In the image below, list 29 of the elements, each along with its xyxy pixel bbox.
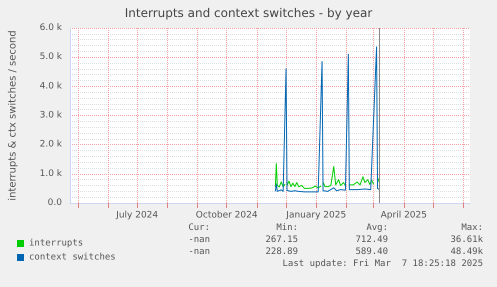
x-tick-label: October 2024	[196, 210, 258, 220]
text: Min:	[276, 223, 298, 233]
legend-label: interrupts	[29, 238, 84, 248]
y-tick-label: 1.0 k	[40, 168, 63, 179]
text: -nan	[188, 247, 210, 257]
line-series	[274, 46, 380, 192]
y-tick-label: 3.0 k	[40, 110, 63, 120]
text: 712.49	[355, 235, 388, 245]
x-tick-label: July 2024	[115, 210, 158, 220]
x-tick-label: April 2025	[380, 210, 427, 220]
y-tick-label: 6.0 k	[40, 23, 63, 33]
x-tick-label: January 2025	[285, 210, 346, 220]
text: Last update: Fri Mar 7 18:25:18 2025	[282, 259, 483, 269]
y-tick-label: 2.0 k	[40, 140, 63, 150]
y-tick-label: 5.0 k	[40, 52, 63, 62]
chart-title: Interrupts and context switches - by year	[124, 6, 372, 20]
text: Max:	[461, 223, 483, 233]
text: 48.49k	[450, 247, 484, 257]
text: -nan	[188, 235, 210, 245]
y-axis-title: interrupts & ctx switches / second	[8, 30, 18, 201]
y-tick-label: 0.0	[48, 198, 62, 208]
text: Cur:	[188, 223, 210, 233]
text: 228.89	[265, 247, 298, 257]
text: 267.15	[265, 235, 298, 245]
y-tick-label: 4.0 k	[40, 81, 63, 92]
text: 589.40	[355, 247, 388, 257]
text: 36.61k	[450, 235, 484, 245]
text: Avg:	[366, 223, 388, 233]
legend-label: context switches	[29, 252, 116, 262]
